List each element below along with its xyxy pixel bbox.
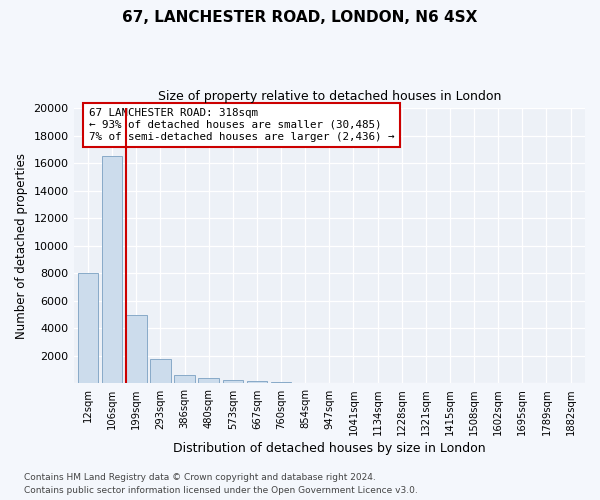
Bar (78, 272, 98, 384)
Text: 67, LANCHESTER ROAD, LONDON, N6 4SX: 67, LANCHESTER ROAD, LONDON, N6 4SX (122, 10, 478, 25)
X-axis label: Distribution of detached houses by size in London: Distribution of detached houses by size … (173, 442, 485, 455)
Y-axis label: Number of detached properties: Number of detached properties (15, 153, 28, 339)
Bar (150, 358, 170, 384)
Text: 67 LANCHESTER ROAD: 318sqm
← 93% of detached houses are smaller (30,485)
7% of s: 67 LANCHESTER ROAD: 318sqm ← 93% of deta… (89, 108, 394, 142)
Bar (223, 380, 243, 384)
Bar (174, 375, 195, 384)
Bar (247, 381, 267, 384)
Bar (126, 314, 146, 384)
Bar (271, 382, 291, 384)
Title: Size of property relative to detached houses in London: Size of property relative to detached ho… (158, 90, 501, 103)
Bar (102, 156, 122, 384)
Bar (199, 378, 219, 384)
Text: Contains HM Land Registry data © Crown copyright and database right 2024.
Contai: Contains HM Land Registry data © Crown c… (24, 474, 418, 495)
